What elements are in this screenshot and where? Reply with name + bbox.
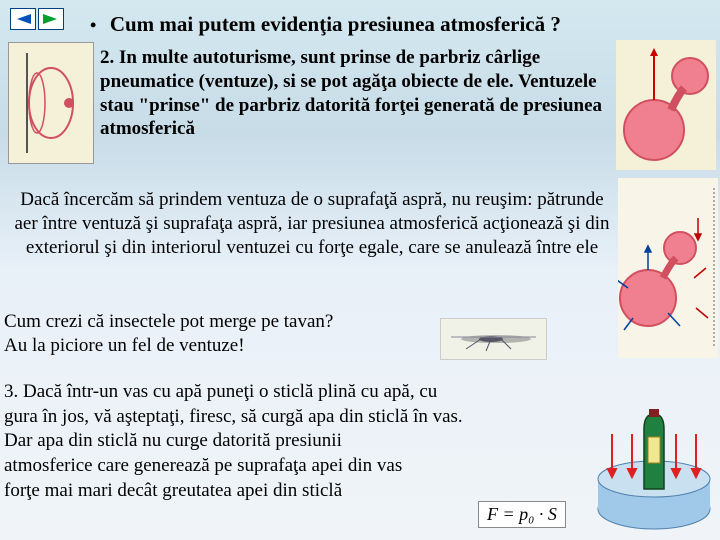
paragraph-insects: Cum crezi că insectele pot merge pe tava… bbox=[4, 310, 333, 358]
suction-cup-arrows-illustration bbox=[618, 178, 718, 358]
suction-cup-front-illustration bbox=[616, 40, 716, 170]
para3-line1: 3. Dacă într-un vas cu apă puneţi o stic… bbox=[4, 381, 437, 402]
paragraph-daca: Dacă încercăm să prindem ventuza de o su… bbox=[12, 188, 612, 259]
title-text: Cum mai putem evidenţia presiunea atmosf… bbox=[110, 12, 561, 36]
paragraph-2: 2. In multe autoturisme, sunt prinse de … bbox=[100, 46, 605, 141]
nav-arrows bbox=[10, 8, 64, 30]
paragraph-3: 3. Dacă într-un vas cu apă puneţi o stic… bbox=[4, 380, 604, 503]
bottle-in-water-illustration bbox=[594, 379, 714, 534]
suction-cup-side-illustration bbox=[8, 42, 94, 164]
prev-button[interactable] bbox=[10, 8, 36, 30]
page-title: • Cum mai putem evidenţia presiunea atmo… bbox=[90, 12, 561, 37]
bullet-icon: • bbox=[90, 15, 110, 35]
insect-illustration bbox=[440, 318, 547, 360]
insects-line-1: Cum crezi că insectele pot merge pe tava… bbox=[4, 311, 333, 332]
formula-box: F = p₀ · S bbox=[478, 501, 566, 528]
para3-line4: atmosferice care generează pe suprafaţa … bbox=[4, 455, 402, 476]
para3-line5: forţe mai mari decât greutatea apei din … bbox=[4, 480, 342, 501]
insects-line-2: Au la piciore un fel de ventuze! bbox=[4, 335, 245, 356]
para3-line3: Dar apa din sticlă nu curge datorită pre… bbox=[4, 430, 342, 451]
next-button[interactable] bbox=[38, 8, 64, 30]
para3-line2: gura în jos, vă aşteptaţi, firesc, să cu… bbox=[4, 406, 463, 427]
formula-text: F = p₀ · S bbox=[487, 504, 557, 524]
